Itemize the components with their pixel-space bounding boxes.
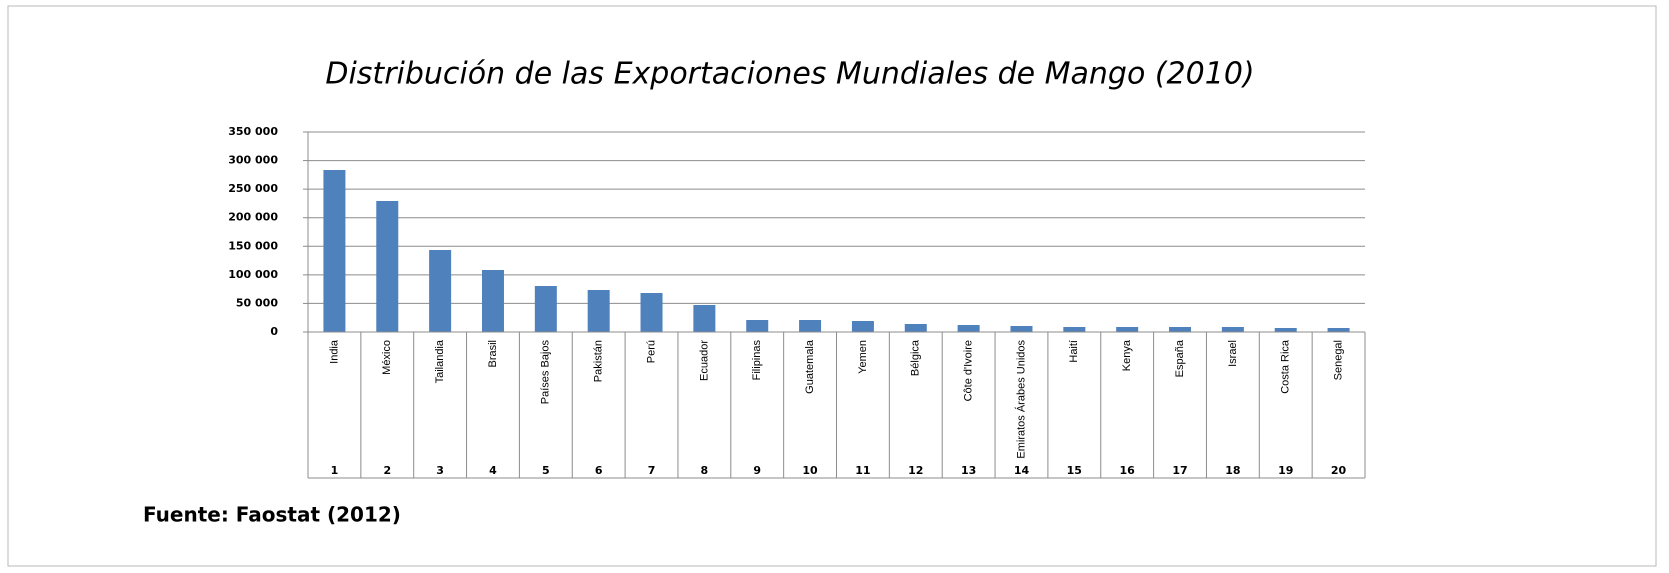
bar bbox=[904, 324, 927, 332]
x-tick-label: Países Bajos bbox=[540, 340, 552, 405]
category-number: 9 bbox=[753, 464, 761, 477]
x-tick-label: Filipinas bbox=[751, 340, 763, 381]
category-number: 1 bbox=[331, 464, 339, 477]
category-number: 11 bbox=[855, 464, 870, 477]
y-tick-label: 350 000 bbox=[228, 125, 278, 138]
y-tick-label: 300 000 bbox=[228, 154, 278, 167]
category-number: 16 bbox=[1120, 464, 1136, 477]
category-number: 7 bbox=[648, 464, 656, 477]
x-tick-label: Senegal bbox=[1332, 340, 1344, 380]
category-number: 15 bbox=[1067, 464, 1082, 477]
bar bbox=[1274, 328, 1297, 332]
bar bbox=[534, 286, 557, 332]
category-number: 14 bbox=[1014, 464, 1030, 477]
x-tick-label: Bélgica bbox=[910, 339, 922, 376]
x-tick-label: Guatemala bbox=[804, 339, 816, 394]
bar bbox=[1063, 327, 1086, 332]
y-tick-label: 0 bbox=[270, 325, 278, 338]
x-tick-label: Perú bbox=[645, 340, 657, 363]
x-tick-label: Brasil bbox=[487, 340, 499, 368]
category-number: 10 bbox=[802, 464, 818, 477]
category-number: 17 bbox=[1172, 464, 1187, 477]
bar bbox=[323, 170, 346, 332]
x-tick-label: Costa Rica bbox=[1280, 339, 1292, 394]
frame bbox=[7, 5, 1657, 567]
chart-title: Distribución de las Exportaciones Mundia… bbox=[325, 57, 1254, 92]
x-tick-label: India bbox=[328, 339, 340, 364]
x-tick-label: España bbox=[1174, 339, 1186, 377]
bar bbox=[640, 293, 663, 332]
x-tick-label: Israel bbox=[1227, 340, 1239, 367]
x-tick-label: Kenya bbox=[1121, 339, 1133, 371]
bar bbox=[1169, 327, 1192, 332]
x-tick-label: México bbox=[381, 340, 393, 375]
category-number: 18 bbox=[1225, 464, 1240, 477]
category-number: 6 bbox=[595, 464, 603, 477]
bar bbox=[1327, 328, 1350, 332]
y-tick-label: 50 000 bbox=[236, 296, 278, 309]
category-number: 8 bbox=[701, 464, 709, 477]
category-number: 2 bbox=[383, 464, 391, 477]
bar bbox=[429, 250, 452, 332]
y-tick-label: 150 000 bbox=[228, 239, 278, 252]
bar bbox=[1221, 327, 1244, 332]
bar bbox=[693, 305, 716, 332]
y-tick-label: 200 000 bbox=[228, 211, 278, 224]
category-number: 19 bbox=[1278, 464, 1293, 477]
category-number: 5 bbox=[542, 464, 550, 477]
category-number: 3 bbox=[436, 464, 444, 477]
bar bbox=[799, 320, 822, 332]
bar bbox=[376, 201, 399, 332]
x-tick-label: Côte d'Ivoire bbox=[963, 340, 975, 401]
bar bbox=[957, 325, 980, 332]
category-number: 4 bbox=[489, 464, 497, 477]
x-tick-label: Yemen bbox=[857, 340, 869, 374]
bar bbox=[851, 321, 874, 332]
y-tick-label: 250 000 bbox=[228, 182, 278, 195]
bar bbox=[587, 290, 610, 332]
x-tick-label: Haití bbox=[1068, 340, 1080, 363]
bar bbox=[1116, 327, 1139, 332]
bar bbox=[1010, 326, 1033, 332]
category-number: 20 bbox=[1331, 464, 1347, 477]
category-number: 12 bbox=[908, 464, 923, 477]
bar bbox=[481, 270, 504, 332]
x-tick-label: Ecuador bbox=[698, 340, 710, 381]
y-tick-label: 100 000 bbox=[228, 268, 278, 281]
x-tick-label: Emiratos Árabes Unidos bbox=[1014, 340, 1027, 459]
bar bbox=[746, 320, 769, 332]
x-tick-label: Pakistán bbox=[593, 340, 605, 382]
category-number: 13 bbox=[961, 464, 976, 477]
x-tick-label: Tailandia bbox=[434, 339, 446, 383]
source-note: Fuente: Faostat (2012) bbox=[143, 503, 401, 527]
